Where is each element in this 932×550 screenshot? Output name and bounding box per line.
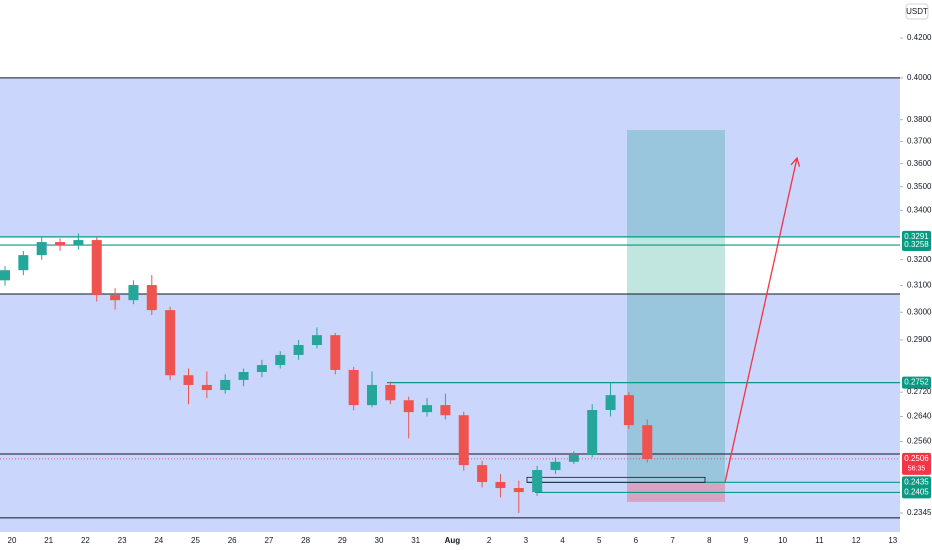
y-tick-label: 0.3100 <box>907 281 932 290</box>
price-label-box <box>902 476 931 489</box>
price-label: 0.3258 <box>904 240 929 249</box>
y-tick-label: 0.3700 <box>907 136 932 145</box>
candle-body <box>513 488 524 493</box>
x-tick-label: 28 <box>301 536 310 545</box>
x-tick-label: 23 <box>118 536 127 545</box>
x-tick-label: Aug <box>445 536 461 545</box>
candle-body <box>605 395 616 410</box>
candle-body <box>330 335 341 370</box>
x-tick-label: 5 <box>597 536 602 545</box>
candle-body <box>165 310 176 376</box>
x-tick-label: 21 <box>44 536 53 545</box>
candle-body <box>55 242 66 246</box>
y-tick-label: 0.4000 <box>907 73 932 82</box>
y-tick-label: 0.3800 <box>907 115 932 124</box>
candle-body <box>18 255 29 271</box>
candle-body <box>36 242 47 256</box>
y-tick-label: 0.3600 <box>907 159 932 168</box>
y-tick-label: 0.3000 <box>907 307 932 316</box>
candle-body <box>440 405 451 416</box>
x-tick-label: 10 <box>778 536 787 545</box>
x-tick-label: 7 <box>670 536 675 545</box>
x-tick-label: 8 <box>707 536 712 545</box>
candle-body <box>275 354 286 366</box>
price-label-box <box>902 486 931 499</box>
unit-label: USDT <box>906 7 928 16</box>
time-axis <box>0 532 932 550</box>
y-tick-label: 0.4200 <box>907 33 932 42</box>
candle-body <box>128 285 139 301</box>
candle-body <box>568 455 579 462</box>
last-price-label: 0.2506 <box>904 454 929 463</box>
x-tick-label: 26 <box>228 536 237 545</box>
candle-body <box>348 369 359 406</box>
price-label-box <box>902 376 931 389</box>
price-label: 0.2405 <box>904 488 929 497</box>
arrow-line <box>724 157 798 483</box>
price-label: 0.2752 <box>904 378 929 387</box>
y-tick-label: 0.2900 <box>907 335 932 344</box>
target-zone <box>627 130 725 483</box>
candle-body <box>311 335 322 345</box>
x-tick-label: 9 <box>744 536 749 545</box>
candle-body <box>256 365 267 373</box>
candle-body <box>532 470 543 493</box>
x-tick-label: 4 <box>560 536 565 545</box>
last-price-box <box>902 452 931 475</box>
y-tick-label: 0.3200 <box>907 255 932 264</box>
plot-area <box>0 77 900 532</box>
candle-body <box>183 375 194 385</box>
unit-box <box>905 3 929 20</box>
x-tick-label: 29 <box>338 536 347 545</box>
y-tick-label: 0.3500 <box>907 182 932 191</box>
candle-body <box>146 285 157 311</box>
x-tick-label: 20 <box>8 536 17 545</box>
candle-body <box>293 344 304 355</box>
candle-body <box>73 240 84 246</box>
range-box <box>526 476 706 483</box>
candle-body <box>477 465 488 482</box>
price-label: 0.2435 <box>904 477 929 486</box>
arrow-head <box>790 156 801 167</box>
candle-body <box>422 405 433 413</box>
x-tick-label: 30 <box>375 536 384 545</box>
candle-body <box>642 425 653 459</box>
candle-body <box>458 415 469 466</box>
candle-body <box>201 384 212 391</box>
x-tick-label: 27 <box>264 536 273 545</box>
y-tick-label: 0.3400 <box>907 205 932 214</box>
zone <box>0 77 900 237</box>
candle-body <box>495 481 506 489</box>
x-tick-label: 22 <box>81 536 90 545</box>
candle-body <box>110 295 121 301</box>
x-tick-label: 3 <box>524 536 529 545</box>
candle-body <box>587 409 598 456</box>
x-tick-label: 6 <box>634 536 639 545</box>
x-tick-label: 31 <box>411 536 420 545</box>
candle-body <box>91 240 102 296</box>
x-tick-label: 25 <box>191 536 200 545</box>
y-tick-label: 0.2560 <box>907 437 932 446</box>
x-tick-label: 24 <box>154 536 163 545</box>
candle-body <box>403 400 414 413</box>
candle-body <box>238 372 249 380</box>
x-tick-label: 13 <box>888 536 897 545</box>
y-tick-label: 0.2345 <box>907 508 932 517</box>
x-tick-label: 12 <box>852 536 861 545</box>
candle-body <box>550 461 561 471</box>
candle-body <box>623 395 634 426</box>
candle-body <box>385 384 396 401</box>
candle-body <box>0 270 10 281</box>
x-tick-label: 11 <box>815 536 824 545</box>
countdown-label: 56:35 <box>908 466 926 473</box>
candle-body <box>367 384 377 406</box>
x-tick-label: 2 <box>487 536 492 545</box>
candle-body <box>220 379 231 391</box>
price-label: 0.3291 <box>904 232 929 241</box>
price-label-box <box>902 239 931 252</box>
y-tick-label: 0.2720 <box>907 387 932 396</box>
y-tick-label: 0.2640 <box>907 412 932 421</box>
